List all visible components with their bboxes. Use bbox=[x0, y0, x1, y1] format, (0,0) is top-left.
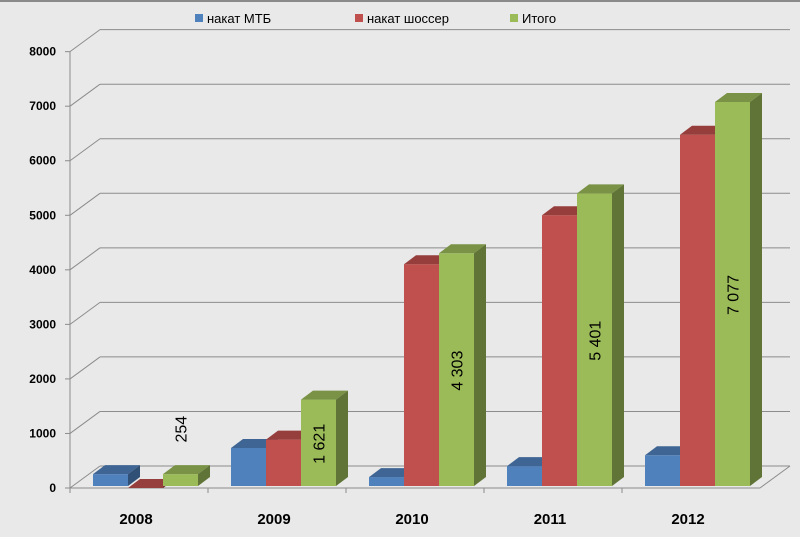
gridline-diagonal bbox=[69, 465, 101, 489]
y-tick-label: 5000 bbox=[29, 208, 56, 222]
bar-front bbox=[715, 102, 750, 486]
legend-label: накат МТБ bbox=[207, 11, 271, 26]
bar-front bbox=[542, 215, 577, 487]
y-tick-label: 8000 bbox=[29, 45, 56, 59]
gridline-diagonal bbox=[69, 192, 101, 216]
bar-top bbox=[439, 244, 486, 254]
bar-top bbox=[163, 465, 210, 475]
floor-edge bbox=[759, 465, 791, 489]
legend-label: накат шоссер bbox=[367, 11, 449, 26]
y-tick-label: 4000 bbox=[29, 263, 56, 277]
bar-front bbox=[680, 134, 715, 486]
gridline-diagonal bbox=[69, 301, 101, 325]
bar-front bbox=[645, 455, 680, 486]
bar-front bbox=[507, 466, 542, 486]
gridline-diagonal bbox=[69, 247, 101, 271]
data-label: 5 401 bbox=[588, 321, 605, 361]
bar-side bbox=[336, 390, 348, 486]
bar-side bbox=[474, 244, 486, 486]
bar-front bbox=[163, 474, 198, 486]
x-tick-label: 2011 bbox=[534, 511, 567, 528]
gridline-diagonal bbox=[69, 29, 101, 53]
gridline-diagonal bbox=[69, 83, 101, 107]
gridline-diagonal bbox=[69, 411, 101, 434]
bar-front bbox=[266, 439, 301, 486]
bar-top bbox=[301, 390, 348, 400]
y-tick-label: 0 bbox=[49, 481, 56, 495]
gridline-diagonal bbox=[69, 356, 101, 380]
x-tick-label: 2009 bbox=[257, 511, 290, 528]
bar-top bbox=[577, 184, 624, 194]
data-label: 7 077 bbox=[726, 275, 743, 315]
bar-front bbox=[231, 447, 266, 486]
gridline-diagonal bbox=[69, 138, 101, 162]
y-tick-label: 7000 bbox=[29, 99, 56, 113]
data-label: 1 621 bbox=[312, 424, 329, 464]
bar-front bbox=[301, 399, 336, 486]
x-tick-label: 2008 bbox=[119, 511, 152, 528]
data-label: 4 303 bbox=[450, 351, 467, 391]
bar-front bbox=[404, 264, 439, 486]
bar-side bbox=[750, 93, 762, 486]
y-tick-label: 1000 bbox=[29, 426, 56, 440]
bar-front bbox=[577, 193, 612, 486]
bar-front bbox=[369, 477, 404, 486]
bar-side bbox=[128, 465, 140, 486]
bar-front bbox=[93, 474, 128, 486]
legend-swatch bbox=[195, 14, 203, 22]
bar-top bbox=[93, 465, 140, 475]
y-tick-label: 2000 bbox=[29, 372, 56, 386]
bar-side bbox=[612, 184, 624, 486]
y-tick-label: 3000 bbox=[29, 317, 56, 331]
bar-front bbox=[439, 253, 474, 486]
x-tick-label: 2012 bbox=[671, 511, 704, 528]
legend-swatch bbox=[510, 14, 518, 22]
y-tick-label: 6000 bbox=[29, 154, 56, 168]
legend-swatch bbox=[355, 14, 363, 22]
legend-label: Итого bbox=[522, 11, 556, 26]
bar-side bbox=[198, 465, 210, 486]
bar-top bbox=[715, 93, 762, 102]
data-label: 254 bbox=[174, 416, 191, 443]
x-tick-label: 2010 bbox=[395, 511, 428, 528]
